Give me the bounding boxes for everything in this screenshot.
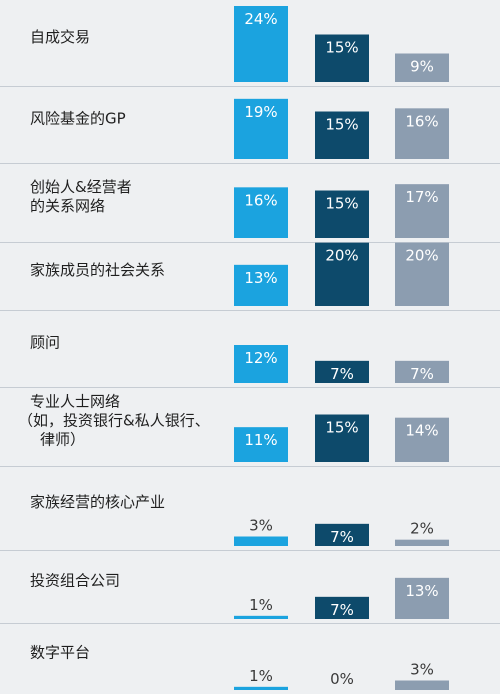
bar bbox=[234, 6, 288, 82]
bar bbox=[234, 98, 288, 159]
data-label: 16% bbox=[405, 112, 438, 130]
bar bbox=[395, 53, 449, 82]
data-label: 7% bbox=[330, 528, 354, 546]
bar bbox=[315, 190, 369, 238]
data-label: 11% bbox=[244, 431, 277, 449]
data-label: 1% bbox=[249, 596, 273, 614]
data-label: 17% bbox=[405, 188, 438, 206]
category-label: 的关系网络 bbox=[30, 197, 105, 215]
data-label: 13% bbox=[244, 269, 277, 287]
bar bbox=[315, 414, 369, 462]
bar bbox=[234, 264, 288, 306]
data-label: 0% bbox=[330, 670, 354, 688]
bar bbox=[234, 187, 288, 238]
bar bbox=[315, 242, 369, 306]
category-label: 律师） bbox=[40, 431, 85, 449]
data-label: 3% bbox=[410, 661, 434, 679]
bar bbox=[395, 577, 449, 619]
category-label: 家族成员的社会关系 bbox=[30, 261, 165, 279]
bar bbox=[395, 680, 449, 690]
category-label: 投资组合公司 bbox=[30, 572, 120, 590]
bar bbox=[234, 345, 288, 383]
bar bbox=[395, 360, 449, 383]
bar bbox=[395, 417, 449, 462]
bar bbox=[315, 523, 369, 546]
bar bbox=[395, 539, 449, 546]
bar bbox=[315, 596, 369, 619]
bar bbox=[234, 536, 288, 546]
data-label: 20% bbox=[325, 247, 358, 265]
data-label: 12% bbox=[244, 349, 277, 367]
data-label: 19% bbox=[244, 103, 277, 121]
data-label: 7% bbox=[330, 365, 354, 383]
bar bbox=[395, 108, 449, 159]
category-label: 专业人士网络 bbox=[30, 393, 120, 411]
data-label: 15% bbox=[325, 116, 358, 134]
bar bbox=[234, 427, 288, 462]
bar bbox=[234, 686, 288, 690]
data-label: 14% bbox=[405, 422, 438, 440]
data-label: 13% bbox=[405, 582, 438, 600]
category-label: 风险基金的GP bbox=[30, 110, 126, 128]
data-label: 1% bbox=[249, 667, 273, 685]
category-label: 创始人&经营者 bbox=[30, 178, 132, 196]
category-label: 自成交易 bbox=[30, 28, 90, 46]
bar bbox=[315, 360, 369, 383]
bar bbox=[395, 184, 449, 238]
data-label: 7% bbox=[330, 601, 354, 619]
data-label: 16% bbox=[244, 191, 277, 209]
data-label: 3% bbox=[249, 517, 273, 535]
data-label: 9% bbox=[410, 58, 434, 76]
bar bbox=[315, 111, 369, 159]
data-label: 20% bbox=[405, 247, 438, 265]
data-label: 15% bbox=[325, 39, 358, 57]
category-label: 数字平台 bbox=[30, 644, 90, 662]
data-label: 7% bbox=[410, 365, 434, 383]
bar bbox=[234, 615, 288, 619]
category-label: 家族经营的核心产业 bbox=[30, 493, 165, 511]
data-label: 15% bbox=[325, 195, 358, 213]
bar bbox=[395, 242, 449, 306]
bar bbox=[315, 34, 369, 82]
category-label: （如，投资银行&私人银行、 bbox=[18, 412, 210, 430]
data-label: 2% bbox=[410, 520, 434, 538]
data-label: 24% bbox=[244, 10, 277, 28]
category-label: 顾问 bbox=[30, 334, 60, 352]
data-label: 15% bbox=[325, 419, 358, 437]
